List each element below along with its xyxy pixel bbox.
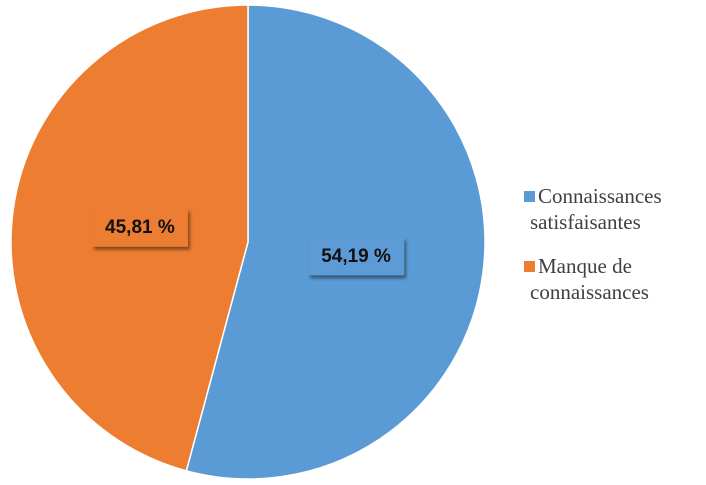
pie-data-labels: 54,19 % 45,81 %	[91, 208, 405, 276]
data-label-box-1	[308, 237, 405, 276]
legend-label-2-line-1: Manque de	[538, 254, 632, 278]
legend-swatch-1	[524, 191, 535, 202]
legend-label-2-line-2: connaissances	[530, 280, 649, 304]
legend-label-1-line-1: Connaissances	[538, 184, 662, 208]
data-label-box-2	[91, 208, 188, 247]
legend-swatch-2	[524, 261, 535, 272]
data-label-text-1: 54,19 %	[321, 246, 391, 267]
data-label-text-2: 45,81 %	[105, 217, 175, 238]
data-label-1: 54,19 %	[308, 237, 405, 276]
data-label-2: 45,81 %	[91, 208, 188, 247]
legend-label-1-line-2: satisfaisantes	[530, 210, 641, 234]
pie-slices	[10, 4, 486, 480]
